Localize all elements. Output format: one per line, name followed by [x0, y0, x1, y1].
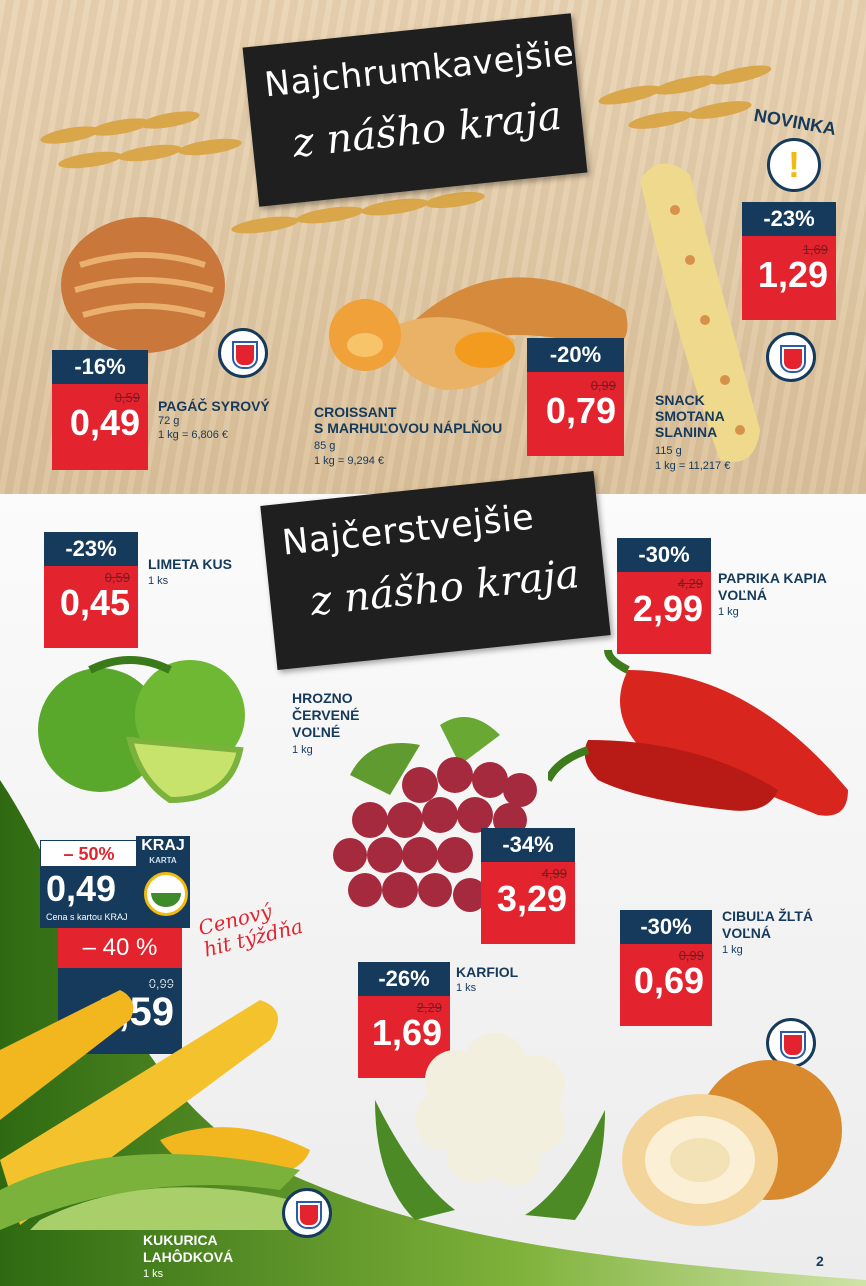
kraj-note: Cena s kartou KRAJ: [46, 912, 128, 922]
product-name-line-1: KUKURICA: [143, 1232, 218, 1248]
discount-label: – 40 %: [58, 928, 182, 968]
discount-label: -26%: [358, 962, 450, 996]
new-price: 0,45: [59, 582, 130, 623]
product-weight: 115 g: [655, 445, 682, 457]
regional-seal-icon: [766, 1018, 816, 1068]
product-weight: 85 g: [314, 440, 336, 452]
kraj-discount: – 50%: [40, 840, 138, 868]
kraj-card-tag: – 50% KRAJ KARTA 0,49 Cena s kartou KRAJ: [40, 836, 190, 928]
product-name: LIMETA KUS: [148, 556, 232, 572]
old-price: 0,99: [590, 378, 616, 393]
product-weight: 1 ks: [148, 575, 169, 587]
old-price: 0,99: [148, 976, 174, 991]
product-name-line-2: ČERVENÉ: [292, 707, 360, 723]
price-tag-hrozno: -34% 4,99 3,29: [481, 828, 575, 944]
new-price: 1,29: [757, 254, 828, 295]
karta-label: KARTA: [149, 856, 177, 865]
product-weight: 1 kg: [722, 944, 743, 956]
price-tag-croissant: -20% 0,99 0,79: [527, 338, 624, 456]
price-tag-pagac: -16% 0,59 0,49: [52, 350, 148, 470]
new-price: 0,79: [545, 390, 616, 431]
kraj-card-icon: [144, 872, 188, 916]
old-price: 0,99: [678, 948, 704, 963]
page-number: 2: [816, 1253, 824, 1269]
unit-price: 1 kg = 6,806 €: [158, 429, 229, 441]
unit-price: 1 kg = 11,217 €: [655, 460, 731, 472]
product-name-line-3: SLANINA: [655, 424, 718, 440]
discount-label: -30%: [620, 910, 712, 944]
product-name-line-3: VOĽNÉ: [292, 724, 341, 740]
regional-seal-icon: [282, 1188, 332, 1238]
header-line-2: z nášho kraja: [308, 551, 582, 626]
product-name-line-2: SMOTANA: [655, 408, 725, 424]
new-price: 3,29: [496, 878, 567, 919]
header-line-2: z nášho kraja: [290, 92, 564, 167]
product-name-line-2: VOĽNÁ: [722, 925, 771, 941]
cauliflower-image: [375, 1033, 605, 1220]
product-weight: 1 ks: [456, 982, 477, 994]
regional-seal-icon: [766, 332, 816, 382]
exclamation-icon: !: [767, 138, 821, 192]
price-tag-paprika: -30% 4,29 2,99: [617, 538, 711, 654]
discount-label: -16%: [52, 350, 148, 384]
product-weight: 72 g: [158, 415, 180, 427]
pepper-image: [548, 650, 848, 816]
header-line-1: Najchrumkavejšie: [262, 33, 577, 106]
discount-label: -23%: [44, 532, 138, 566]
product-name: KARFIOL: [456, 964, 519, 980]
new-price: 2,99: [632, 588, 703, 629]
snack-image: [640, 163, 760, 463]
old-price: 0,59: [104, 570, 130, 585]
new-price: 1,69: [371, 1012, 442, 1053]
product-weight: 1 kg: [292, 744, 313, 756]
product-name-line-1: CROISSANT: [314, 404, 397, 420]
old-price: 2,29: [416, 1000, 442, 1015]
novinka-badge: NOVINKA !: [745, 105, 845, 202]
product-name-line-2: LAHÔDKOVÁ: [143, 1249, 234, 1265]
old-price: 4,99: [541, 866, 567, 881]
old-price: 4,29: [677, 576, 703, 591]
price-tag-snack: -23% 1,69 1,29: [742, 202, 836, 320]
chalkboard-header-fresh: Najčerstvejšie z nášho kraja: [260, 470, 611, 671]
price-tag-cibula: -30% 0,99 0,69: [620, 910, 712, 1026]
wheat-icon: [231, 191, 485, 234]
discount-label: -30%: [617, 538, 711, 572]
onion-image: [622, 1060, 842, 1226]
new-price: 0,69: [633, 960, 704, 1001]
wheat-icon: [40, 111, 242, 169]
corn-image: [0, 990, 330, 1230]
old-price: 0,59: [114, 390, 140, 405]
croissant-image: [329, 277, 628, 390]
product-name-line-2: VOĽNÁ: [718, 587, 767, 603]
product-name-line-1: SNACK: [655, 392, 705, 408]
discount-label: -23%: [742, 202, 836, 236]
product-weight: 1 ks: [143, 1268, 164, 1280]
lime-image: [38, 656, 245, 804]
product-name-line-1: HROZNO: [292, 690, 353, 706]
kraj-price: 0,49: [46, 868, 117, 909]
kraj-label: KRAJ: [141, 837, 185, 854]
new-price: 0,49: [69, 402, 140, 443]
kraj-card-logo: KRAJ KARTA: [136, 836, 190, 866]
unit-price: 1 kg = 9,294 €: [314, 455, 385, 467]
wheat-icon: [598, 65, 772, 129]
discount-label: -20%: [527, 338, 624, 372]
discount-label: -34%: [481, 828, 575, 862]
product-name-line-1: CIBUĽA ŽLTÁ: [722, 908, 813, 924]
header-line-1: Najčerstvejšie: [280, 497, 537, 564]
price-tag-limeta: -23% 0,59 0,45: [44, 532, 138, 648]
pagac-image: [61, 217, 225, 353]
product-name-line-1: PAPRIKA KAPIA: [718, 570, 827, 586]
product-name: PAGÁČ SYROVÝ: [158, 398, 270, 414]
product-name-line-2: S MARHUĽOVOU NÁPLŇOU: [314, 420, 503, 436]
product-weight: 1 kg: [718, 606, 739, 618]
regional-seal-icon: [218, 328, 268, 378]
old-price: 1,69: [802, 242, 828, 257]
